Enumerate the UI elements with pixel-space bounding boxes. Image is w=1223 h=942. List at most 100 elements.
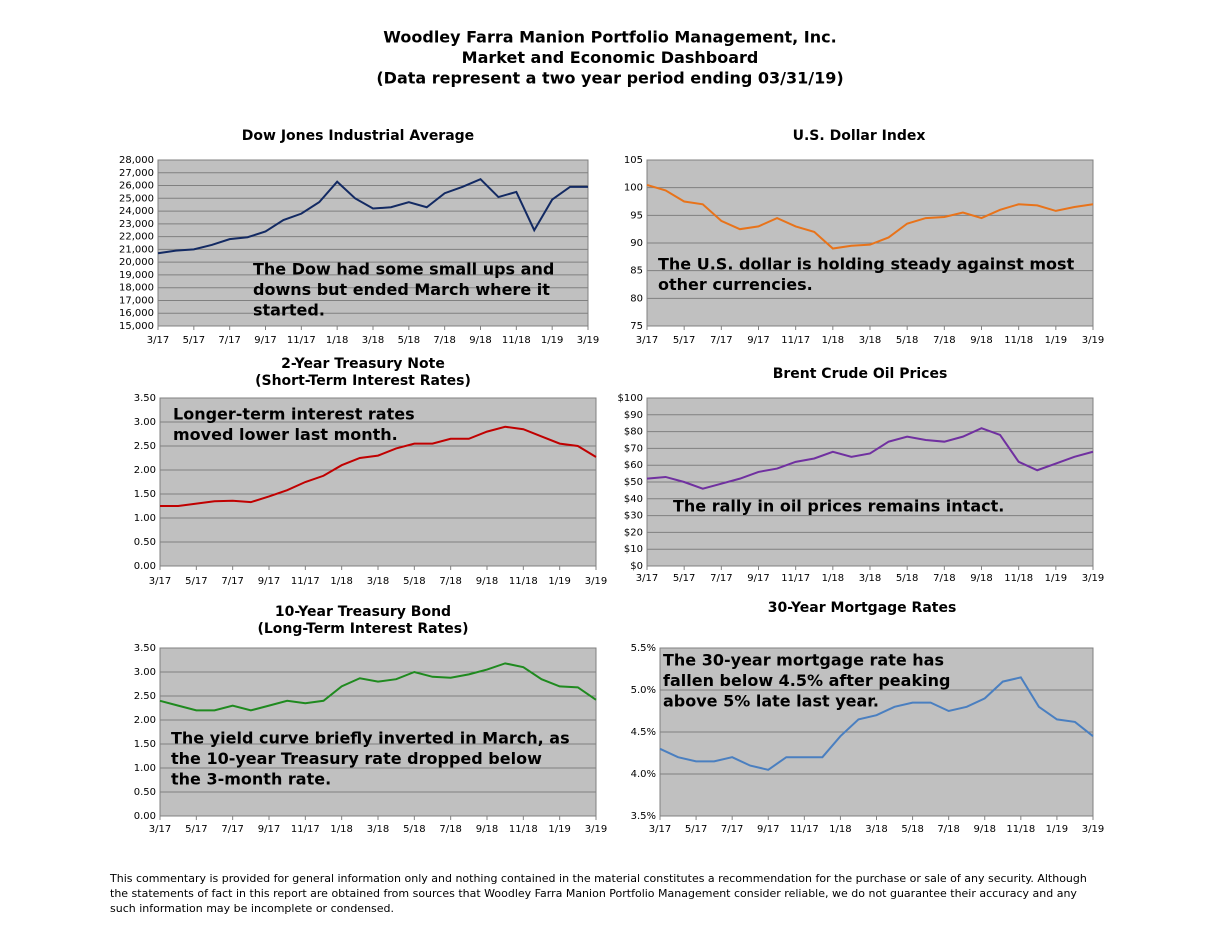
x-tick-label: 5/18 [403, 824, 425, 835]
x-tick-label: 5/17 [673, 573, 695, 584]
x-tick-label: 5/18 [896, 573, 918, 584]
y-tick-label: 15,000 [119, 321, 154, 332]
y-tick-label: 27,000 [119, 168, 154, 179]
y-tick-label: 18,000 [119, 283, 154, 294]
x-tick-label: 1/19 [541, 335, 563, 346]
x-tick-label: 9/18 [970, 335, 992, 346]
x-tick-label: 11/17 [291, 576, 320, 587]
chart-title: U.S. Dollar Index [793, 128, 926, 144]
x-tick-label: 3/19 [585, 576, 607, 587]
y-tick-label: 3.50 [134, 393, 156, 404]
x-tick-label: 3/17 [636, 573, 658, 584]
annotation: The U.S. dollar is holding steady agains… [658, 255, 1075, 274]
x-tick-label: 7/18 [439, 824, 461, 835]
x-tick-label: 5/17 [685, 824, 707, 835]
y-tick-label: $0 [630, 561, 643, 572]
y-tick-label: 1.50 [134, 739, 156, 750]
plot-area [159, 647, 597, 817]
x-tick-label: 9/17 [258, 824, 280, 835]
disclaimer: the statements of fact in this report ar… [110, 887, 1077, 900]
chart-title: 30-Year Mortgage Rates [768, 600, 957, 616]
x-tick-label: 1/19 [1045, 335, 1067, 346]
page-title: (Data represent a two year period ending… [376, 69, 843, 88]
y-tick-label: 2.00 [134, 465, 156, 476]
x-tick-label: 11/17 [790, 824, 819, 835]
x-tick-label: 9/18 [469, 335, 491, 346]
x-tick-label: 9/17 [747, 335, 769, 346]
x-tick-label: 3/18 [859, 573, 881, 584]
x-tick-label: 3/17 [636, 335, 658, 346]
y-tick-label: 75 [630, 321, 643, 332]
y-tick-label: 17,000 [119, 295, 154, 306]
x-tick-label: 11/18 [509, 576, 538, 587]
y-tick-label: 23,000 [119, 219, 154, 230]
x-tick-label: 3/17 [147, 335, 169, 346]
disclaimer: such information may be incomplete or co… [110, 902, 394, 915]
x-tick-label: 7/17 [221, 824, 243, 835]
annotation: the 3-month rate. [171, 770, 331, 789]
annotation: other currencies. [658, 275, 813, 294]
x-tick-label: 11/18 [1004, 335, 1033, 346]
chart-title: 2-Year Treasury Note [281, 356, 445, 372]
data-line [159, 662, 597, 712]
y-tick-label: $40 [624, 494, 643, 505]
y-tick-label: $70 [624, 443, 643, 454]
y-tick-label: 0.50 [134, 787, 156, 798]
x-tick-label: 11/18 [502, 335, 531, 346]
x-tick-label: 11/18 [1004, 573, 1033, 584]
x-tick-label: 1/18 [829, 824, 851, 835]
x-tick-label: 3/17 [149, 824, 171, 835]
x-tick-label: 5/17 [673, 335, 695, 346]
plot-area [157, 159, 589, 327]
y-tick-label: $60 [624, 460, 643, 471]
x-tick-label: 9/17 [747, 573, 769, 584]
chart-subtitle: (Short-Term Interest Rates) [255, 373, 471, 389]
x-tick-label: 7/18 [439, 576, 461, 587]
y-tick-label: 3.00 [134, 417, 156, 428]
x-tick-label: 5/18 [398, 335, 420, 346]
annotation: The yield curve briefly inverted in Marc… [171, 729, 570, 748]
x-tick-label: 3/18 [367, 824, 389, 835]
x-tick-label: 3/18 [367, 576, 389, 587]
chart-title: Dow Jones Industrial Average [242, 128, 474, 144]
x-tick-label: 7/18 [937, 824, 959, 835]
x-tick-label: 1/18 [822, 573, 844, 584]
x-tick-label: 5/17 [185, 576, 207, 587]
annotation: The Dow had some small ups and [253, 260, 554, 279]
x-tick-label: 3/18 [865, 824, 887, 835]
x-tick-label: 3/18 [362, 335, 384, 346]
y-tick-label: 25,000 [119, 193, 154, 204]
data-line [659, 676, 1094, 771]
y-tick-label: 5.5% [631, 643, 656, 654]
data-line [646, 427, 1094, 490]
x-tick-label: 7/17 [710, 335, 732, 346]
x-tick-label: 1/19 [548, 576, 570, 587]
x-tick-label: 1/18 [822, 335, 844, 346]
y-tick-label: $80 [624, 427, 643, 438]
x-tick-label: 7/17 [221, 576, 243, 587]
y-tick-label: 2.50 [134, 691, 156, 702]
x-tick-label: 3/19 [585, 824, 607, 835]
x-tick-label: 11/17 [287, 335, 316, 346]
y-tick-label: 105 [624, 155, 643, 166]
x-tick-label: 1/18 [330, 824, 352, 835]
y-tick-label: $50 [624, 477, 643, 488]
y-tick-label: 5.0% [631, 685, 656, 696]
y-tick-label: 20,000 [119, 257, 154, 268]
x-tick-label: 1/18 [330, 576, 352, 587]
disclaimer: This commentary is provided for general … [109, 872, 1087, 885]
x-tick-label: 5/18 [901, 824, 923, 835]
y-tick-label: 0.50 [134, 537, 156, 548]
x-tick-label: 1/19 [1045, 573, 1067, 584]
x-tick-label: 11/17 [781, 573, 810, 584]
data-line [157, 177, 588, 255]
y-tick-label: 1.00 [134, 763, 156, 774]
annotation: Longer-term interest rates [173, 405, 415, 424]
x-tick-label: 9/18 [970, 573, 992, 584]
y-tick-label: 0.00 [134, 561, 156, 572]
x-tick-label: 5/17 [185, 824, 207, 835]
y-tick-label: 1.00 [134, 513, 156, 524]
x-tick-label: 3/19 [577, 335, 599, 346]
annotation: The 30-year mortgage rate has [663, 651, 944, 670]
